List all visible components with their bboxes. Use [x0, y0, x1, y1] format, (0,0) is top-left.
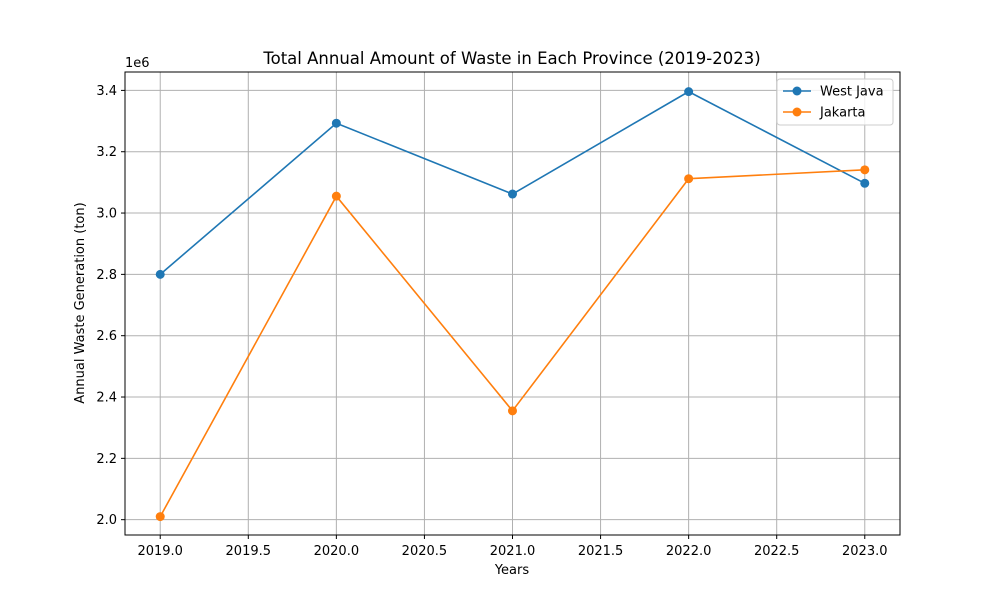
data-point-jakarta	[331, 191, 341, 201]
y-tick-label: 2.6	[96, 329, 117, 344]
data-point-jakarta	[860, 165, 870, 175]
x-tick-label: 2020.5	[402, 544, 448, 559]
grid	[125, 72, 900, 535]
x-tick-label: 2019.5	[226, 544, 272, 559]
x-tick-label: 2022.0	[666, 544, 712, 559]
x-tick-label: 2023.0	[842, 544, 888, 559]
y-tick-label: 2.4	[96, 391, 117, 406]
legend-marker-swatch	[792, 86, 802, 96]
series-layer	[155, 87, 870, 522]
data-point-west-java	[684, 87, 694, 97]
y-axis-label: Annual Waste Generation (ton)	[73, 202, 88, 403]
legend-marker-swatch	[792, 107, 802, 117]
data-point-west-java	[155, 269, 165, 279]
legend-item-jakarta: Jakarta	[783, 106, 865, 121]
y-axis: 2.0 2.2 2.4 2.6 2.8 3.0 3.2 3.4	[96, 84, 125, 528]
y-tick-label: 2.8	[96, 268, 117, 283]
data-point-west-java	[860, 178, 870, 188]
y-tick-label: 2.0	[96, 513, 117, 528]
series-jakarta	[155, 165, 870, 522]
legend-label: West Java	[820, 85, 884, 100]
data-point-west-java	[508, 189, 517, 199]
data-point-west-java	[331, 118, 341, 128]
data-point-jakarta	[508, 406, 517, 416]
x-tick-label: 2020.0	[314, 544, 360, 559]
legend: West Java Jakarta	[776, 78, 894, 126]
y-scale-note: 1e6	[125, 56, 150, 71]
chart-title: Total Annual Amount of Waste in Each Pro…	[262, 49, 760, 68]
y-tick-label: 3.4	[96, 84, 117, 99]
x-tick-label: 2022.5	[754, 544, 800, 559]
data-point-jakarta	[684, 174, 694, 184]
x-axis: 2019.0 2019.5 2020.0 2020.5 2021.0 2021.5 2022…	[137, 535, 888, 559]
x-tick-label: 2021.5	[578, 544, 624, 559]
x-tick-label: 2019.0	[137, 544, 183, 559]
x-tick-label: 2021.0	[490, 544, 536, 559]
y-tick-label: 3.0	[96, 207, 117, 222]
data-point-jakarta	[155, 512, 165, 522]
legend-label: Jakarta	[819, 106, 865, 121]
series-west-java	[155, 87, 870, 279]
y-tick-label: 3.2	[96, 145, 117, 160]
y-tick-label: 2.2	[96, 452, 117, 467]
legend-item-west-java: West Java	[783, 85, 884, 100]
x-axis-label: Years	[494, 563, 530, 578]
